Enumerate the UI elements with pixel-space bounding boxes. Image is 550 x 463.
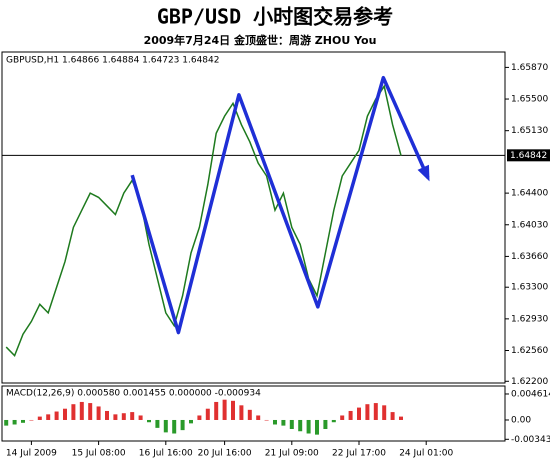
y-tick-label: 1.64030 (511, 220, 548, 230)
macd-bar (239, 405, 244, 420)
macd-y-tick-label: 0.004614 (511, 389, 550, 399)
macd-bar (54, 411, 59, 420)
x-tick-label: 15 Jul 08:00 (72, 449, 126, 459)
macd-bar (4, 419, 9, 426)
macd-bar (231, 400, 235, 420)
macd-bar (147, 419, 151, 423)
current-price-box (507, 149, 550, 162)
macd-bar (306, 419, 311, 434)
macd-bar (256, 415, 261, 420)
macd-bar (273, 419, 277, 425)
macd-bar (399, 416, 403, 420)
current-price-label: 1.64842 (510, 151, 547, 161)
macd-bar (12, 419, 17, 425)
y-tick-label: 1.65500 (511, 95, 548, 105)
y-tick-label: 1.65870 (511, 63, 548, 73)
macd-bar (46, 414, 51, 420)
macd-bar (289, 419, 294, 429)
zigzag-arrowhead (417, 164, 430, 182)
macd-bar (121, 413, 126, 420)
y-tick-label: 1.62200 (511, 377, 548, 387)
macd-bar (189, 419, 193, 424)
macd-bar (37, 416, 42, 420)
macd-bar (281, 419, 286, 426)
macd-bar (88, 403, 93, 420)
macd-y-tick-label: 0.00 (511, 415, 531, 425)
macd-bar (71, 404, 76, 420)
x-tick-label: 16 Jul 16:00 (139, 449, 193, 459)
macd-bar (373, 403, 378, 420)
macd-bar (113, 414, 118, 420)
macd-bar (331, 419, 336, 423)
macd-bar (365, 404, 370, 420)
header-label: GBPUSD,H1 1.64866 1.64884 1.64723 1.6484… (6, 56, 219, 66)
price-line (5, 84, 402, 357)
macd-bar (155, 419, 160, 428)
price-frame (1, 51, 506, 384)
y-tick-label: 1.62560 (511, 346, 548, 356)
zigzag-annotation (130, 75, 430, 335)
x-tick-label: 24 Jul 01:00 (399, 449, 453, 459)
macd-bar (21, 419, 25, 423)
macd-bar (205, 408, 210, 420)
macd-bar (96, 406, 101, 420)
macd-bar (247, 409, 252, 420)
macd-bar (180, 419, 185, 431)
y-tick-label: 1.64400 (511, 189, 548, 199)
macd-bar (172, 419, 177, 434)
x-tick-label: 14 Jul 2009 (6, 449, 57, 459)
y-tick-label: 1.63660 (511, 252, 548, 262)
macd-bar (340, 415, 345, 420)
macd-bar (214, 401, 219, 420)
macd-y-tick-label: -0.00343 (511, 435, 550, 445)
chart-subtitle: 2009年7月24日 金顶盛世：周游 ZHOU You (144, 33, 377, 47)
macd-bar (298, 419, 303, 432)
macd-bar (382, 405, 387, 420)
macd-bar (138, 415, 143, 420)
macd-bar (105, 410, 109, 420)
macd-bar (222, 399, 227, 420)
macd-bar (315, 419, 319, 435)
macd-bar (323, 419, 328, 429)
macd-label: MACD(12,26,9) 0.000580 0.001455 0.000000… (6, 389, 261, 399)
chart-title: GBP/USD 小时图交易参考 (157, 5, 393, 29)
x-tick-label: 20 Jul 16:00 (198, 449, 252, 459)
macd-bar (357, 407, 361, 420)
x-tick-label: 22 Jul 17:00 (332, 449, 386, 459)
x-tick-label: 21 Jul 09:00 (265, 449, 319, 459)
y-tick-label: 1.65130 (511, 126, 548, 136)
macd-bar (348, 410, 353, 420)
macd-bar (264, 419, 269, 421)
macd-bar (130, 412, 135, 420)
macd-bar (63, 408, 67, 420)
macd-bar (197, 415, 202, 420)
macd-bar (390, 412, 395, 420)
macd-bar (29, 419, 34, 421)
y-tick-label: 1.62930 (511, 314, 548, 324)
macd-frame (1, 385, 506, 442)
macd-bar (163, 419, 168, 433)
macd-bar (79, 401, 84, 420)
y-tick-label: 1.63300 (511, 283, 548, 293)
